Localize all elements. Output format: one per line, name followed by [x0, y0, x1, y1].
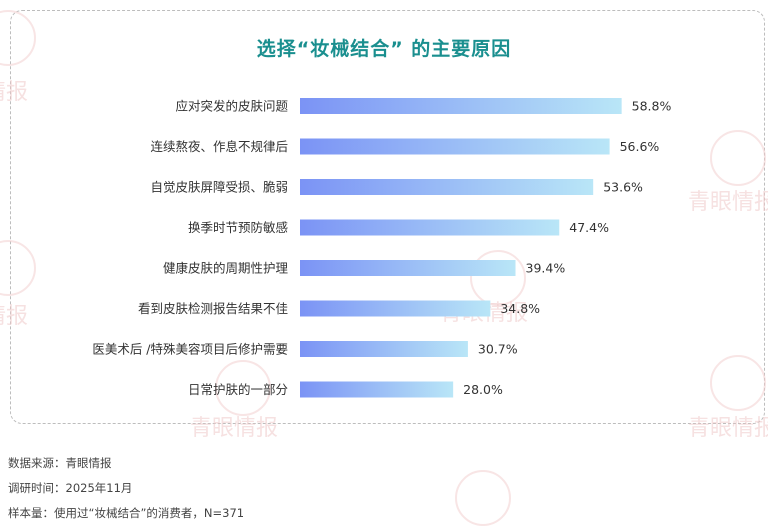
category-label: 连续熬夜、作息不规律后 [150, 139, 288, 154]
watermark-logo-icon [710, 355, 766, 411]
value-label: 28.0% [463, 382, 503, 397]
category-label: 应对突发的皮肤问题 [175, 99, 288, 114]
value-label: 47.4% [569, 220, 609, 235]
category-label: 换季时节预防敏感 [188, 220, 288, 235]
bar [300, 179, 594, 195]
footer-sample: 样本量：使用过“妆械结合”的消费者，N=371 [8, 506, 245, 520]
chart-title: 选择“妆械结合” 的主要原因 [256, 38, 512, 60]
watermark-logo-icon [470, 250, 526, 306]
bar [300, 219, 560, 236]
value-label: 39.4% [526, 261, 566, 276]
category-label: 看到皮肤检测报告结果不佳 [138, 301, 288, 316]
value-label: 58.8% [632, 99, 672, 114]
value-label: 56.6% [620, 139, 660, 154]
watermark-logo-icon [710, 130, 766, 186]
watermark-text: 青眼情报 [190, 416, 279, 441]
bar [300, 341, 468, 357]
category-label: 健康皮肤的周期性护理 [163, 261, 289, 276]
bar [300, 381, 454, 398]
watermark-text: 青眼情报 [688, 416, 768, 441]
footer-date: 调研时间：2025年11月 [8, 481, 133, 495]
value-label: 30.7% [478, 342, 518, 357]
watermark-text: 青眼情报 [0, 304, 29, 329]
bar [300, 300, 491, 317]
value-label: 53.6% [603, 180, 643, 195]
chart-card [10, 10, 765, 424]
category-label: 日常护肤的一部分 [188, 382, 288, 397]
bar [300, 98, 622, 114]
footer-source: 数据来源：青眼情报 [8, 456, 112, 470]
bar-chart: 应对突发的皮肤问题 58.8% 连续熬夜、作息不规律后 56.6% 自觉皮肤屏障受损、脆… [92, 98, 672, 398]
category-label: 自觉皮肤屏障受损、脆弱 [150, 180, 288, 195]
watermark-logo-icon [215, 360, 271, 416]
category-label: 医美术后 /特殊美容项目后修护需要 [92, 342, 288, 357]
bar [300, 260, 516, 276]
watermark-text: 青眼情报 [688, 190, 768, 215]
value-label: 34.8% [500, 301, 540, 316]
bar [300, 138, 610, 155]
watermark-logo-icon [455, 470, 511, 526]
watermark-text: 青眼情报 [0, 80, 29, 105]
